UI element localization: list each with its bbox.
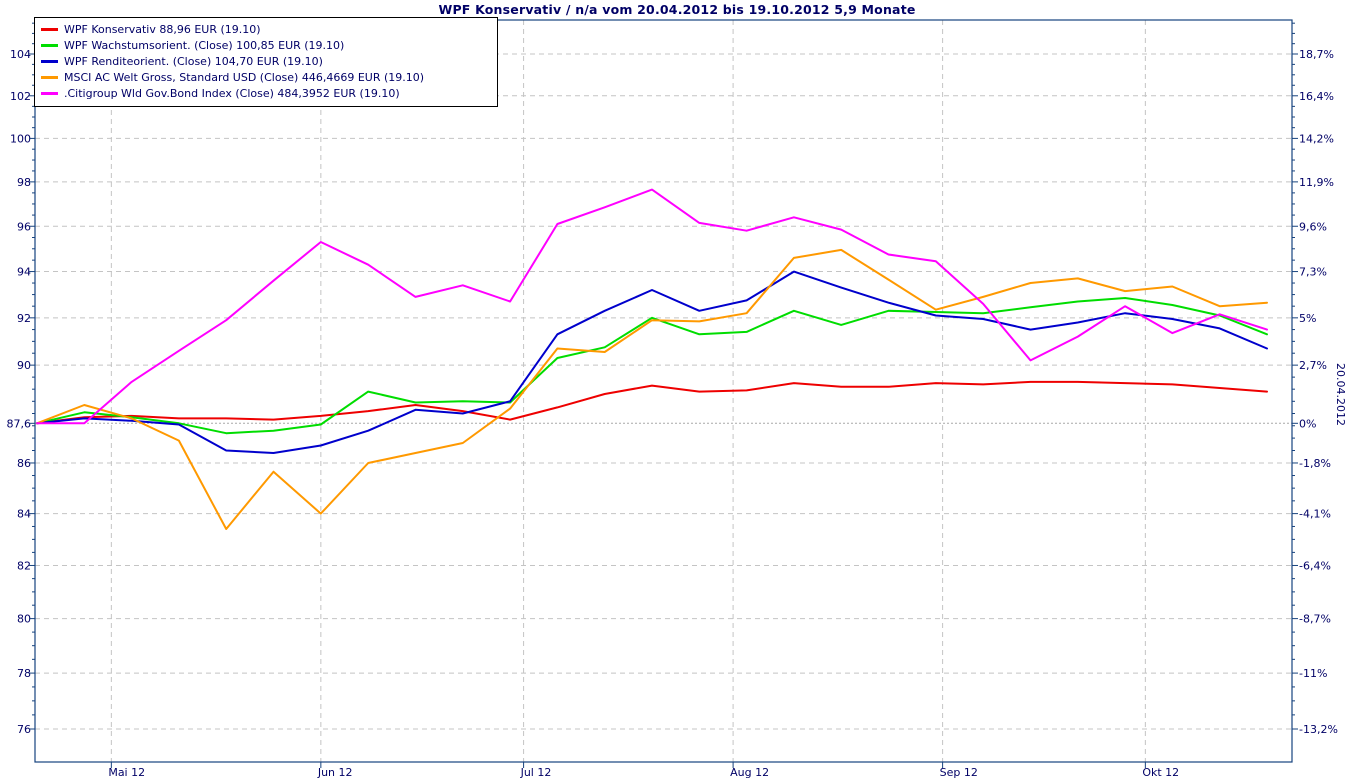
y-axis-price-label: 90: [17, 359, 31, 372]
y-axis-price-label: 80: [17, 613, 31, 626]
legend-color-dash: [41, 27, 58, 31]
legend-color-dash: [41, 92, 58, 96]
y-axis-percent-label: 2,7%: [1299, 359, 1327, 372]
y-axis-percent-label: -6,4%: [1299, 559, 1331, 572]
y-axis-percent-label: 0%: [1299, 417, 1316, 430]
y-axis-price-label: 102: [10, 90, 31, 103]
y-axis-price-label: 84: [17, 508, 31, 521]
legend-label: MSCI AC Welt Gross, Standard USD (Close)…: [64, 71, 425, 85]
y-axis-price-label: 94: [17, 266, 31, 279]
y-axis-percent-label: 5%: [1299, 312, 1316, 325]
x-axis-month-label: Jul 12: [520, 766, 552, 779]
x-axis-month-label: Jun 12: [317, 766, 353, 779]
y-axis-price-label: 98: [17, 176, 31, 189]
y-axis-percent-label: 16,4%: [1299, 90, 1334, 103]
legend-row: WPF Renditeorient. (Close) 104,70 EUR (1…: [41, 53, 491, 69]
y-axis-price-label: 78: [17, 667, 31, 680]
plot-border: [34, 19, 1293, 763]
legend-row: WPF Konservativ 88,96 EUR (19.10): [41, 21, 491, 37]
y-axis-price-label: 86: [17, 457, 31, 470]
chart-title: WPF Konservativ / n/a vom 20.04.2012 bis…: [438, 2, 916, 17]
y-axis-percent-label: 11,9%: [1299, 176, 1334, 189]
y-axis-percent-label: 7,3%: [1299, 266, 1327, 279]
y-axis-percent-label: -11%: [1299, 667, 1327, 680]
y-axis-percent-label: 18,7%: [1299, 48, 1334, 61]
start-date-vertical-label: 20.04.2012: [1334, 363, 1347, 426]
y-axis-price-label: 92: [17, 312, 31, 325]
y-axis-price-label: 100: [10, 132, 31, 145]
legend-color-dash: [41, 76, 58, 80]
y-axis-percent-label: -4,1%: [1299, 508, 1331, 521]
y-axis-percent-label: -1,8%: [1299, 457, 1331, 470]
legend-row: MSCI AC Welt Gross, Standard USD (Close)…: [41, 70, 491, 86]
legend-row: .Citigroup Wld Gov.Bond Index (Close) 48…: [41, 86, 491, 102]
y-axis-percent-label: -8,7%: [1299, 613, 1331, 626]
y-axis-price-label: 104: [10, 48, 31, 61]
y-axis-price-label: 87,6: [7, 417, 32, 430]
series-line-wpf-renditeorient-close-: [36, 270, 1268, 454]
legend-row: WPF Wachstumsorient. (Close) 100,85 EUR …: [41, 37, 491, 53]
legend-label: WPF Konservativ 88,96 EUR (19.10): [64, 22, 261, 36]
legend-color-dash: [41, 59, 58, 63]
series-line-wpf-wachstumsorient-close-: [36, 297, 1268, 435]
y-axis-percent-label: 14,2%: [1299, 132, 1334, 145]
y-axis-percent-label: 9,6%: [1299, 220, 1327, 233]
x-axis-month-label: Sep 12: [940, 766, 978, 779]
x-axis-month-label: Okt 12: [1142, 766, 1179, 779]
series-line-wpf-konservativ: [36, 380, 1268, 425]
y-axis-percent-label: -13,2%: [1299, 723, 1338, 736]
y-axis-price-label: 82: [17, 559, 31, 572]
legend-box: WPF Konservativ 88,96 EUR (19.10) WPF Wac…: [34, 17, 498, 107]
y-axis-price-label: 96: [17, 220, 31, 233]
legend-color-dash: [41, 43, 58, 47]
series-line-msci-ac-welt-gross-standard-usd-close-: [36, 248, 1268, 530]
x-axis-month-label: Mai 12: [108, 766, 145, 779]
y-axis-price-label: 76: [17, 723, 31, 736]
legend-label: .Citigroup Wld Gov.Bond Index (Close) 48…: [64, 87, 400, 101]
legend-label: WPF Renditeorient. (Close) 104,70 EUR (1…: [64, 54, 323, 68]
series-line--citigroup-wld-gov-bond-index-close-: [36, 188, 1268, 425]
x-axis-month-label: Aug 12: [730, 766, 769, 779]
legend-label: WPF Wachstumsorient. (Close) 100,85 EUR …: [64, 38, 345, 52]
